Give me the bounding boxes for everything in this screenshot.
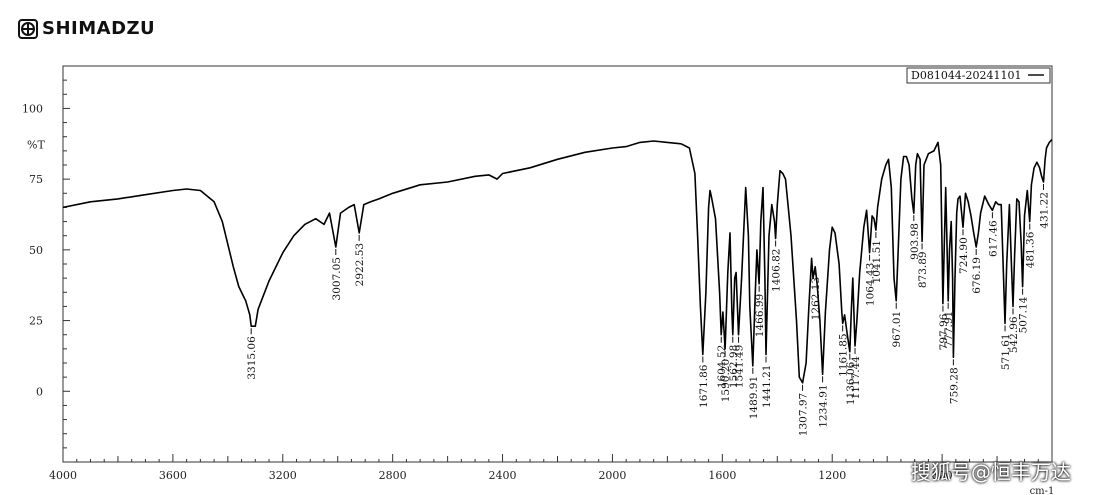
y-tick-label: 75 bbox=[29, 173, 43, 186]
peak-label: 759.28 bbox=[948, 367, 960, 404]
x-tick-label: 3200 bbox=[269, 469, 297, 482]
plot-frame bbox=[62, 65, 1053, 463]
x-axis: 4000 3600 3200 2800 2400 2000 1600 1200 800 cm-1 bbox=[49, 454, 1054, 495]
spectrum-line bbox=[62, 138, 1053, 384]
series-layer bbox=[62, 138, 1053, 384]
peak-label: 1234.91 bbox=[818, 384, 830, 427]
peak-label: 676.19 bbox=[971, 257, 983, 294]
watermark: 搜狐号@恒丰万达 bbox=[911, 460, 1071, 484]
x-tick-label: 800 bbox=[932, 469, 953, 482]
y-tick-label: 100 bbox=[22, 102, 43, 115]
y-tick-label: 0 bbox=[36, 385, 43, 398]
peak-label: 1117.44 bbox=[850, 356, 862, 400]
brand-name: SHIMADZU bbox=[42, 18, 156, 39]
x-tick-label: 3600 bbox=[159, 469, 187, 482]
x-tick-label: 2000 bbox=[598, 469, 626, 482]
peak-label: 431.22 bbox=[1038, 192, 1050, 229]
y-tick-label: 25 bbox=[29, 315, 43, 328]
peak-label: 481.36 bbox=[1025, 231, 1037, 268]
x-tick-label: 4000 bbox=[49, 469, 77, 482]
peak-label: 1161.85 bbox=[838, 333, 850, 376]
peak-label: 2922.53 bbox=[354, 243, 366, 286]
peak-label: 1064.43 bbox=[865, 263, 877, 306]
legend-box bbox=[906, 67, 1051, 84]
peak-label: 1136.06 bbox=[845, 361, 857, 405]
peak-label: 777.91 bbox=[943, 311, 955, 348]
peak-label: 724.90 bbox=[958, 237, 970, 274]
peak-label: 3315.06 bbox=[246, 336, 258, 380]
peak-label: 617.46 bbox=[987, 220, 999, 257]
x-axis-label: cm-1 bbox=[1030, 486, 1055, 495]
x-tick-label: 1600 bbox=[708, 469, 736, 482]
peak-label: 1262.13 bbox=[810, 277, 822, 320]
peak-label: 1541.49 bbox=[734, 345, 746, 388]
peak-label: 1590.20 bbox=[720, 359, 732, 402]
peak-label: 1562.98 bbox=[728, 345, 740, 388]
x-tick-label: 2400 bbox=[489, 469, 517, 482]
peak-label: 797.96 bbox=[938, 313, 950, 350]
peak-label: 1406.82 bbox=[771, 249, 783, 292]
y-axis: 100 75 50 25 0 %T bbox=[22, 79, 70, 463]
peak-label: 873.89 bbox=[917, 251, 929, 288]
peak-label: 507.14 bbox=[1018, 296, 1030, 333]
peak-label: 1466.99 bbox=[754, 294, 766, 337]
peak-label: 571.61 bbox=[1000, 333, 1012, 370]
shimadzu-logo-icon bbox=[18, 18, 38, 39]
peak-label: 967.01 bbox=[891, 311, 903, 348]
peak-label: 903.98 bbox=[909, 223, 921, 260]
plot-border bbox=[62, 65, 1053, 463]
peak-label: 3007.05 bbox=[331, 257, 343, 300]
peak-label: 1307.97 bbox=[798, 393, 810, 436]
x-tick-label: 2800 bbox=[379, 469, 407, 482]
peak-label: 1041.51 bbox=[871, 240, 883, 283]
peak-label: 1671.86 bbox=[698, 364, 710, 408]
y-axis-label: %T bbox=[27, 138, 45, 151]
peak-label: 542.96 bbox=[1008, 316, 1020, 353]
peak-label: 1489.91 bbox=[748, 376, 760, 419]
legend: D081044-20241101 bbox=[906, 67, 1051, 84]
y-tick-label: 50 bbox=[29, 244, 43, 257]
legend-entry: D081044-20241101 bbox=[911, 69, 1022, 82]
peak-label: 1441.21 bbox=[761, 365, 773, 408]
x-tick-label: 1200 bbox=[818, 469, 846, 482]
brand: SHIMADZU bbox=[18, 18, 155, 39]
